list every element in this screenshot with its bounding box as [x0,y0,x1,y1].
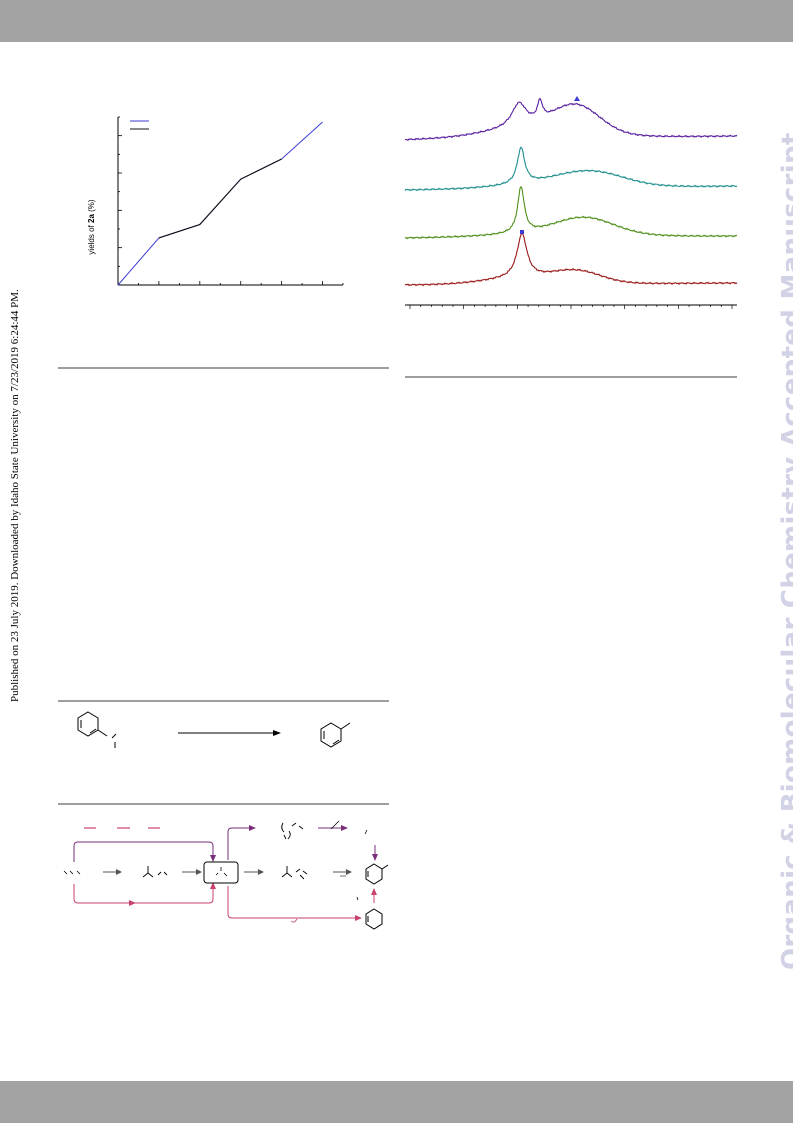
pink-loop-path [73,884,214,904]
pink-up-tick [356,896,359,901]
intermediate-fragment [142,866,168,878]
reaction-arrow-head [273,730,281,736]
spectrum-triangle-marker [574,96,580,101]
product-ring-main [365,863,389,885]
series-line-2 [158,158,282,239]
arrow-top-head [341,825,348,831]
arrow-top-curl [330,820,340,830]
journal-footer-bar [0,1081,793,1123]
pink-bottom-path [227,886,357,919]
journal-header-bar [0,0,793,42]
purple-down-head [372,854,378,861]
product-benzene-ring [320,722,351,748]
chart-y-axis-label: yields of 2a (%) [87,199,96,254]
purple-top-path [227,827,250,860]
spectrum-trace-1 [404,97,738,141]
purple-loop-path [73,841,214,862]
spectrum-square-marker [520,230,524,234]
purple-loop-head [210,855,216,862]
pink-mid-arrowhead [129,900,136,906]
arrow-step-2-head [196,869,202,875]
left-column-rule-3 [58,803,389,805]
spectrum-trace-4 [404,231,738,287]
boxed-fragment [215,867,228,877]
arrow-step-1-head [116,869,122,875]
product-ring-bottom [365,908,383,930]
catalyst-fragment [281,822,304,840]
starting-fragment [63,870,81,875]
purple-top-head [249,825,256,831]
spectrum-trace-2 [404,146,738,192]
spectrum-trace-3 [404,185,738,240]
left-column-rule-2 [58,700,389,702]
arrow-step-4-head [346,869,352,875]
pink-bottom-curl [290,918,298,923]
pink-up-head [371,888,377,895]
arrow-step-3-head [258,869,264,875]
key-intermediate-box [203,861,239,884]
pink-loop-head [210,882,216,889]
coupling-fragment [281,866,308,880]
reactant-benzene-ring [77,711,117,748]
right-column-rule-1 [405,376,737,378]
pink-bottom-head [355,915,362,921]
left-column-rule-1 [58,367,389,369]
top-right-tick [364,829,368,835]
